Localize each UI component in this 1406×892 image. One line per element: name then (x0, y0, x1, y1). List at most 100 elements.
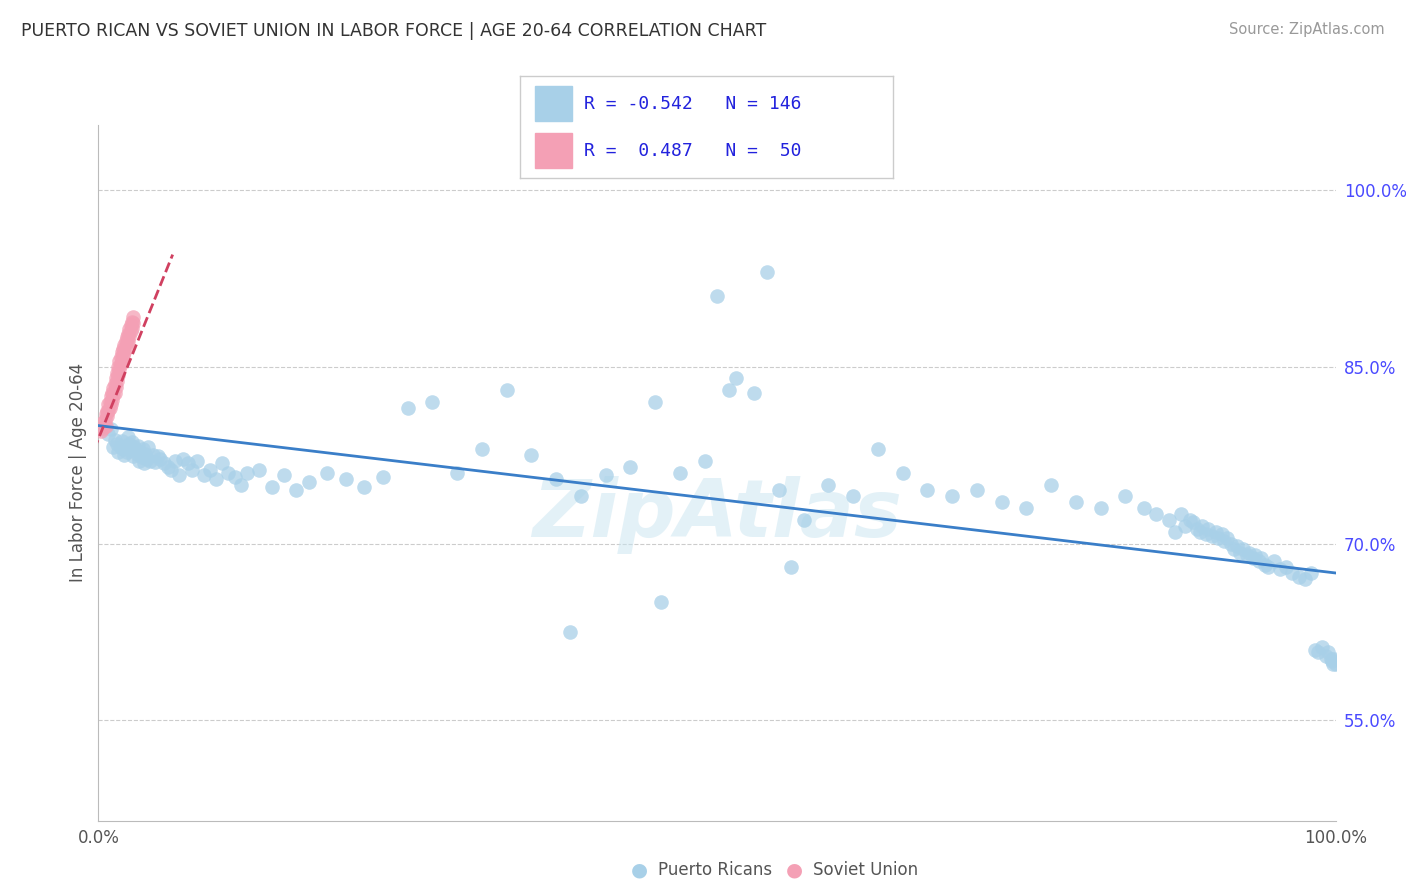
Point (105, 437, 128, 451)
Point (112, 338, 135, 352)
Point (558, 624, 581, 639)
Point (114, 341, 136, 355)
Point (97, 397, 120, 411)
Point (1206, 531, 1229, 545)
Point (117, 430, 139, 444)
Point (595, 468, 617, 483)
Point (1232, 542, 1254, 557)
Point (1144, 507, 1167, 521)
Point (107, 359, 129, 374)
Text: ●: ● (631, 860, 648, 880)
Point (100, 422, 122, 436)
Point (1090, 501, 1112, 516)
Point (298, 475, 321, 490)
Point (111, 353, 134, 368)
Point (97, 426, 120, 441)
Point (111, 434, 134, 448)
Point (422, 395, 444, 409)
Point (446, 466, 468, 480)
Point (118, 322, 141, 336)
Point (1250, 550, 1272, 565)
Text: Source: ZipAtlas.com: Source: ZipAtlas.com (1229, 22, 1385, 37)
Point (118, 329, 141, 343)
Point (396, 401, 419, 415)
Point (120, 318, 142, 333)
Point (165, 454, 187, 468)
Point (371, 470, 394, 484)
Point (105, 366, 128, 380)
Point (112, 342, 135, 356)
Point (1308, 645, 1330, 659)
Point (817, 477, 839, 491)
Point (1195, 527, 1218, 541)
Point (117, 326, 139, 341)
Text: Puerto Ricans: Puerto Ricans (658, 861, 772, 879)
Point (132, 442, 155, 457)
Point (121, 315, 143, 329)
Point (112, 442, 135, 457)
Point (285, 483, 308, 498)
Text: R = -0.542   N = 146: R = -0.542 N = 146 (583, 95, 801, 112)
Point (103, 388, 125, 402)
Point (1323, 652, 1346, 666)
Point (1015, 501, 1038, 516)
Point (143, 455, 166, 469)
Point (1133, 501, 1156, 516)
Point (1157, 513, 1180, 527)
Point (891, 466, 914, 480)
Point (236, 466, 259, 480)
Point (1170, 507, 1192, 521)
Bar (536, 133, 572, 168)
Text: PUERTO RICAN VS SOVIET UNION IN LABOR FORCE | AGE 20-64 CORRELATION CHART: PUERTO RICAN VS SOVIET UNION IN LABOR FO… (21, 22, 766, 40)
Point (1288, 569, 1310, 583)
Point (1164, 524, 1187, 539)
Point (108, 362, 131, 376)
Point (115, 330, 138, 344)
Point (122, 310, 145, 324)
Point (1281, 566, 1303, 580)
Point (115, 444, 138, 458)
Point (1247, 554, 1270, 568)
Point (114, 439, 136, 453)
Point (353, 480, 375, 494)
Point (172, 451, 194, 466)
Point (146, 449, 169, 463)
Point (96, 404, 118, 418)
Point (98, 401, 121, 415)
Text: R =  0.487   N =  50: R = 0.487 N = 50 (583, 142, 801, 160)
Point (793, 513, 815, 527)
Point (1064, 495, 1087, 509)
Point (103, 440, 125, 454)
Point (167, 468, 190, 483)
Point (211, 456, 233, 470)
Point (90, 425, 112, 439)
Point (127, 439, 149, 453)
Point (273, 468, 295, 483)
Point (112, 345, 135, 359)
Point (101, 385, 124, 400)
Point (111, 345, 134, 359)
Point (1223, 542, 1246, 557)
Point (1324, 657, 1347, 671)
Point (205, 472, 228, 486)
Point (1319, 652, 1341, 666)
Point (104, 371, 127, 385)
Point (1229, 546, 1251, 560)
Point (780, 560, 803, 574)
Point (94, 407, 117, 421)
Text: Soviet Union: Soviet Union (813, 861, 918, 879)
Point (1263, 554, 1285, 568)
Point (122, 316, 145, 330)
Point (110, 440, 132, 454)
Point (1254, 558, 1277, 572)
Point (1191, 518, 1213, 533)
Point (103, 385, 125, 400)
Point (335, 472, 357, 486)
Point (718, 383, 741, 397)
Point (94, 418, 117, 433)
Point (1241, 550, 1264, 565)
Point (108, 353, 131, 368)
Point (96, 409, 118, 424)
Point (569, 489, 592, 503)
Point (247, 463, 270, 477)
